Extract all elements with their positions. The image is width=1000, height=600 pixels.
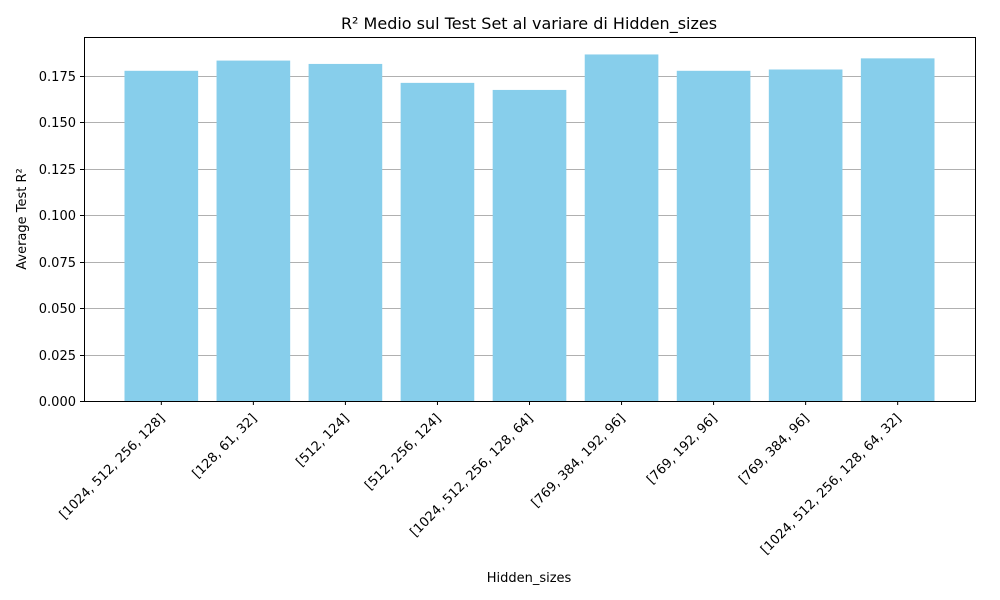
y-tick-label: 0.125	[39, 163, 76, 178]
bar	[676, 70, 751, 402]
x-tick-label: [769, 192, 96]	[644, 411, 720, 487]
y-tick-label: 0.050	[39, 302, 76, 317]
chart-title: R² Medio sul Test Set al variare di Hidd…	[341, 14, 717, 34]
y-axis-label: Average Test R²	[15, 168, 30, 270]
bar	[768, 69, 843, 401]
x-tick-label: [769, 384, 96]	[736, 411, 812, 487]
x-axis-ticks: [1024, 512, 256, 128] [128, 61, 32] [512, …	[57, 401, 905, 558]
y-tick-label: 0.025	[39, 349, 76, 364]
bar	[124, 70, 199, 402]
x-tick-label: [512, 256, 124]	[362, 411, 444, 493]
y-axis-ticks: 0.000 0.025 0.050 0.075 0.100 0.125 0.150 0.175	[39, 70, 84, 410]
bars	[124, 54, 935, 402]
bar	[400, 82, 475, 401]
x-tick-label: [512, 124]	[294, 411, 353, 470]
y-tick-label: 0.175	[39, 70, 76, 85]
y-tick-label: 0.100	[39, 209, 76, 224]
bar	[216, 60, 291, 401]
bar	[584, 54, 659, 401]
y-tick-label: 0.000	[39, 395, 76, 410]
y-tick-label: 0.150	[39, 116, 76, 131]
y-tick-label: 0.075	[39, 256, 76, 271]
x-tick-label: [1024, 512, 256, 128]	[57, 411, 168, 522]
bar	[308, 63, 383, 402]
bar	[860, 58, 935, 401]
x-tick-label: [769, 384, 192, 96]	[529, 411, 629, 511]
x-tick-label: [128, 61, 32]	[190, 411, 260, 481]
bar	[492, 89, 567, 401]
x-axis-label: Hidden_sizes	[487, 571, 572, 586]
